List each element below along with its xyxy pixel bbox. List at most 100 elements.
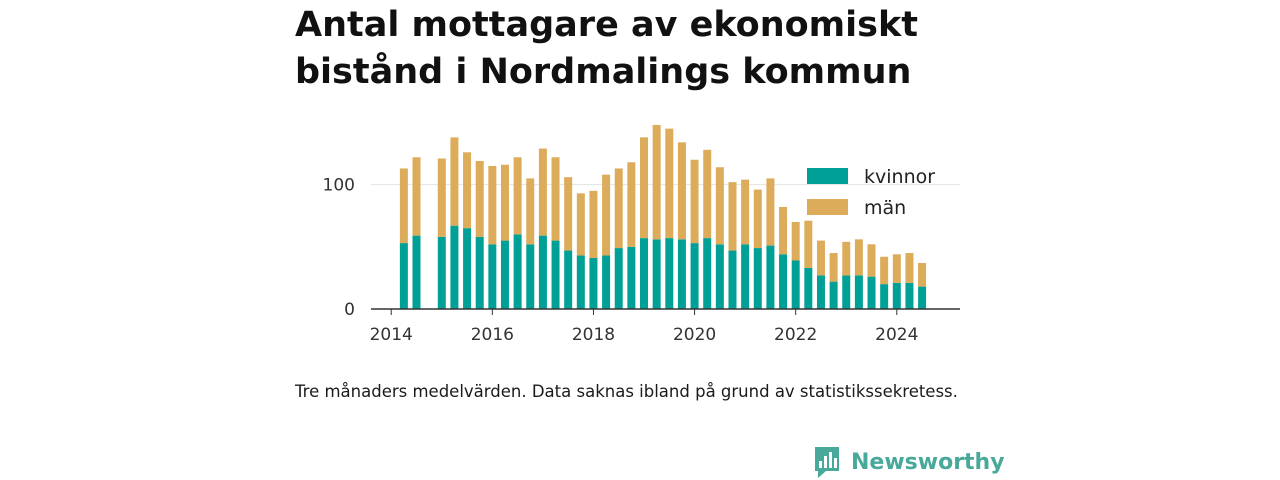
x-tick-label: 2018 <box>572 325 615 345</box>
bar-kvinnor <box>741 244 750 309</box>
bar-man <box>412 157 421 236</box>
bar-man <box>640 137 649 239</box>
bar-man <box>905 253 914 283</box>
axis-layer: 0 100 2014 2016 2018 2020 2022 2024 <box>323 176 960 345</box>
bar-kvinnor <box>892 282 901 309</box>
bar-man <box>399 168 408 244</box>
bar-kvinnor <box>880 284 889 310</box>
bar-kvinnor <box>905 282 914 309</box>
bar-kvinnor <box>842 275 851 309</box>
bar-man <box>753 189 762 249</box>
x-tick-label: 2014 <box>370 325 413 345</box>
bar-kvinnor <box>627 246 636 309</box>
bar-kvinnor <box>614 248 623 309</box>
chart-note: Tre månaders medelvärden. Data saknas ib… <box>295 382 958 401</box>
bar-kvinnor <box>526 244 535 309</box>
bar-man <box>589 190 598 258</box>
bar-kvinnor <box>677 239 686 309</box>
bar-kvinnor <box>690 243 699 309</box>
bar-man <box>551 157 560 241</box>
bar-man <box>463 152 472 229</box>
brand-name: Newsworthy <box>851 449 1005 475</box>
x-tick-label: 2020 <box>673 325 716 345</box>
bar-man <box>450 137 459 226</box>
bar-man <box>614 168 623 249</box>
bar-man <box>564 177 573 251</box>
bar-man <box>892 254 901 283</box>
bar-kvinnor <box>779 254 788 309</box>
bar-kvinnor <box>867 276 876 309</box>
bar-man <box>880 256 889 285</box>
bar-man <box>779 207 788 255</box>
bar-kvinnor <box>804 267 813 309</box>
legend-label: män <box>864 197 906 219</box>
bar-kvinnor <box>538 235 547 309</box>
bar-kvinnor <box>450 225 459 309</box>
bars-layer <box>399 124 927 310</box>
bar-kvinnor <box>816 275 825 309</box>
bar-man <box>816 240 825 276</box>
bar-kvinnor <box>551 240 560 309</box>
bar-kvinnor <box>500 240 509 309</box>
newsworthy-logo-icon <box>815 447 839 478</box>
bar-kvinnor <box>791 260 800 309</box>
bar-man <box>918 262 927 287</box>
bar-man <box>842 241 851 276</box>
bar-man <box>804 220 813 268</box>
bar-man <box>703 149 712 239</box>
bar-kvinnor <box>854 275 863 309</box>
bar-man <box>602 174 611 256</box>
bar-man <box>791 221 800 261</box>
bar-kvinnor <box>412 235 421 309</box>
bar-kvinnor <box>640 238 649 309</box>
bar-man <box>488 165 497 245</box>
bar-kvinnor <box>652 239 661 309</box>
brand-logo: Newsworthy <box>813 444 1005 480</box>
bar-kvinnor <box>399 243 408 309</box>
legend-swatch <box>807 199 848 215</box>
chart-title: Antal mottagare av ekonomiskt bistånd i … <box>295 5 918 92</box>
x-tick-label: 2024 <box>875 325 918 345</box>
bar-kvinnor <box>703 238 712 309</box>
bar-man <box>500 164 509 241</box>
bar-kvinnor <box>753 248 762 309</box>
bar-kvinnor <box>564 250 573 309</box>
x-tick-label: 2016 <box>471 325 514 345</box>
bar-man <box>741 179 750 245</box>
bar-man <box>715 167 724 245</box>
bar-man <box>437 158 446 237</box>
bar-man <box>627 162 636 247</box>
bar-kvinnor <box>463 228 472 309</box>
bar-man <box>576 193 585 256</box>
bar-man <box>690 159 699 244</box>
bar-man <box>513 157 522 235</box>
bar-kvinnor <box>576 255 585 309</box>
bar-kvinnor <box>475 236 484 309</box>
bar-kvinnor <box>602 255 611 309</box>
bar-man <box>728 182 737 251</box>
bar-man <box>854 239 863 276</box>
bar-man <box>538 148 547 236</box>
bar-kvinnor <box>766 245 775 309</box>
legend: kvinnor män <box>807 166 935 219</box>
x-tick-label: 2022 <box>774 325 817 345</box>
bar-man <box>766 178 775 246</box>
bar-kvinnor <box>513 234 522 310</box>
bar-kvinnor <box>665 238 674 309</box>
bar-kvinnor <box>715 244 724 309</box>
bar-man <box>829 253 838 282</box>
legend-swatch <box>807 168 848 184</box>
bar-kvinnor <box>728 250 737 309</box>
legend-label: kvinnor <box>864 166 935 188</box>
bar-man <box>867 244 876 277</box>
bar-kvinnor <box>829 281 838 309</box>
bar-man <box>526 178 535 245</box>
bar-kvinnor <box>488 244 497 309</box>
bar-man <box>475 160 484 237</box>
bar-man <box>677 142 686 240</box>
bar-kvinnor <box>589 258 598 309</box>
y-tick-label: 100 <box>323 176 355 196</box>
y-tick-label: 0 <box>344 300 355 320</box>
bar-man <box>665 128 674 239</box>
